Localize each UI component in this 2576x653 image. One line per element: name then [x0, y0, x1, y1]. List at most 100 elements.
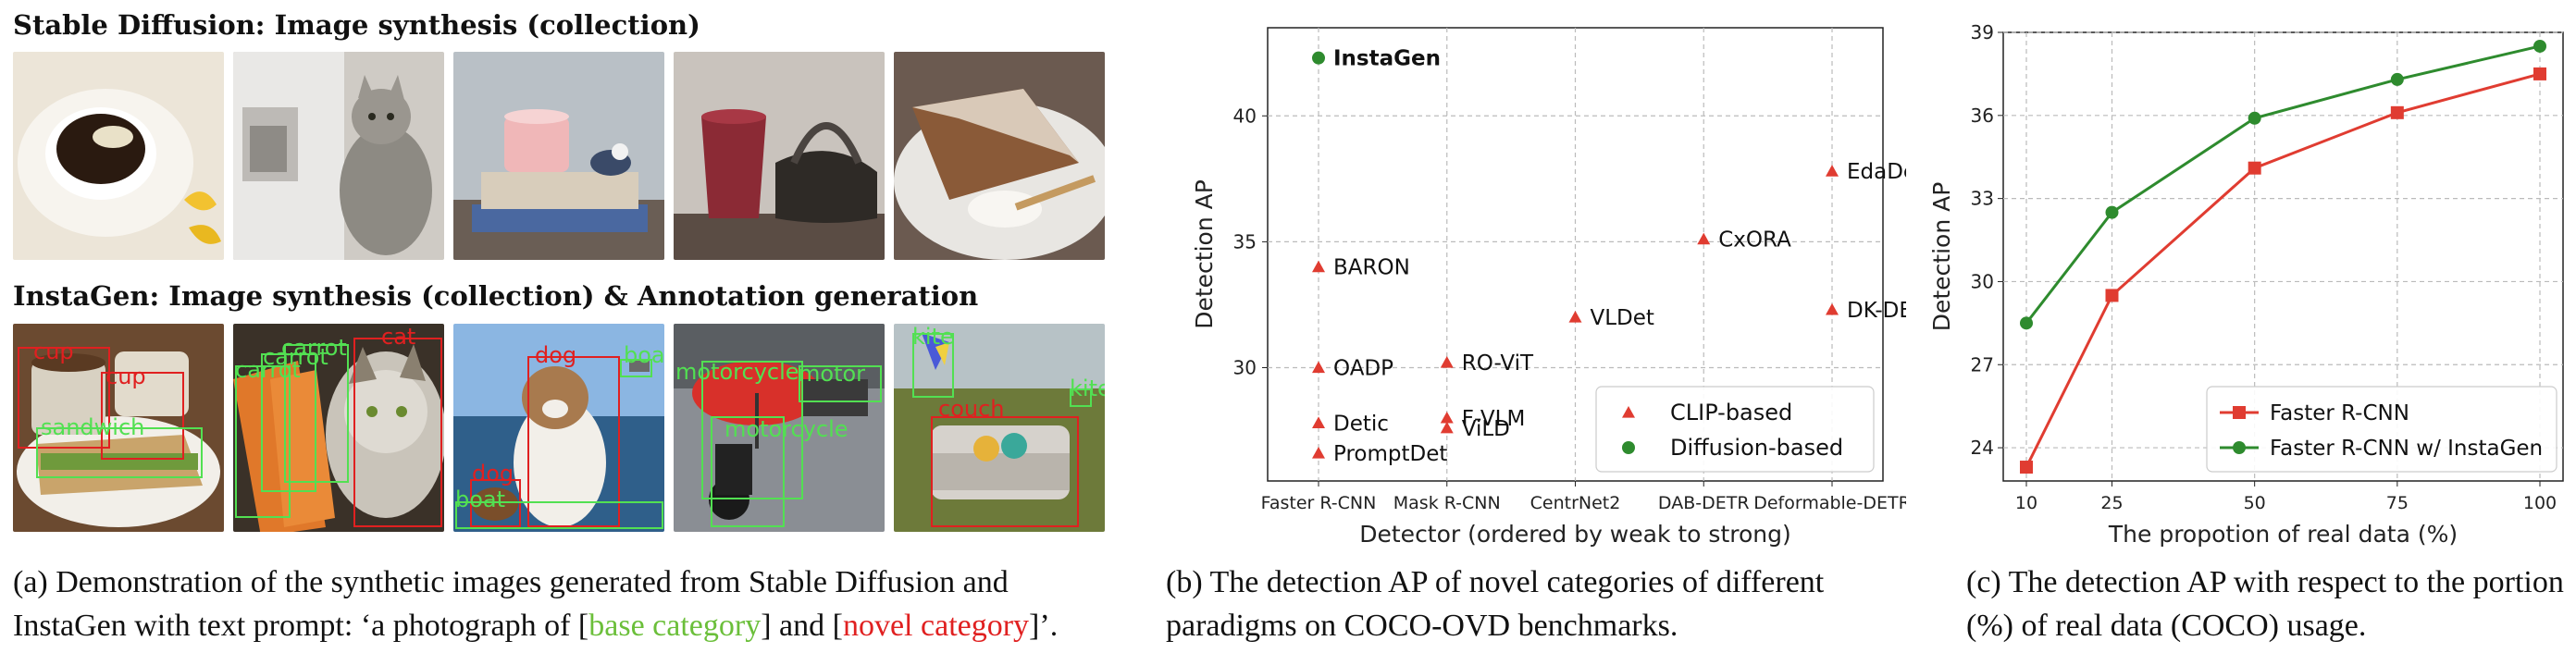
label-cat: cat	[381, 324, 416, 350]
x-tick-label: Deformable-DETR	[1753, 493, 1906, 513]
bbox-motorcycle-1	[701, 361, 803, 499]
y-tick-label: 39	[1971, 21, 1994, 43]
label-sandwich: sandwich	[41, 414, 145, 440]
data-point-label: InstaGen	[1333, 47, 1441, 71]
legend-marker	[1622, 406, 1635, 418]
data-point	[2020, 316, 2033, 330]
bbox-carrot-1	[235, 365, 291, 518]
label-kite-1: kite	[912, 324, 954, 350]
bbox-couch	[931, 416, 1079, 527]
y-tick-label: 35	[1233, 230, 1257, 253]
legend-marker	[1622, 441, 1635, 454]
data-point-label: OADP	[1333, 357, 1393, 381]
data-point-clip	[1697, 232, 1711, 245]
label-motorcycle-1: motorcycle	[675, 359, 799, 385]
bbox-motorcycle-2	[711, 416, 785, 527]
sd-image-cake-slice	[894, 52, 1105, 260]
data-point-clip	[1826, 302, 1839, 315]
sd-image-cup-handbag	[674, 52, 885, 260]
caption-a-pre: (a) Demonstration of the synthetic image…	[13, 565, 1009, 643]
bbox-sandwich	[36, 427, 203, 478]
bbox-cat	[353, 338, 442, 527]
sd-image-cake-bird	[453, 52, 664, 260]
label-cup-1: cup	[33, 339, 74, 364]
bbox-boat-1	[620, 359, 652, 377]
legend-marker	[2233, 406, 2246, 419]
data-point-label: Detic	[1333, 412, 1389, 436]
legend-label: CLIP-based	[1670, 400, 1792, 425]
instagen-image-cat-carrots: cat carrot carrot carrot	[233, 324, 444, 532]
bbox-carrot-2	[261, 353, 316, 492]
sd-image-cat-fridge	[233, 52, 444, 260]
label-carrot-1: carrot	[235, 357, 301, 383]
y-tick-label: 24	[1971, 437, 1994, 459]
data-point-label: CxORA	[1718, 228, 1791, 253]
data-point-clip	[1440, 411, 1454, 424]
data-point-clip	[1312, 260, 1325, 273]
y-axis-label: Detection AP	[1191, 179, 1218, 329]
x-tick-label: Faster R-CNN	[1261, 493, 1377, 513]
data-point-label: DK-DERT	[1847, 299, 1906, 323]
caption-a-novel-category: novel category	[842, 609, 1030, 643]
bbox-boat-2	[455, 501, 663, 529]
x-axis-label: The propotion of real data (%)	[2108, 521, 2458, 548]
y-tick-label: 36	[1971, 105, 1994, 127]
data-point-clip	[1440, 356, 1454, 368]
caption-a-post: ]’.	[1029, 609, 1059, 643]
label-carrot-2: carrot	[263, 344, 328, 370]
data-point-clip	[1568, 311, 1582, 323]
y-tick-label: 27	[1971, 353, 1994, 376]
data-point	[2105, 205, 2119, 219]
label-couch: couch	[938, 396, 1005, 422]
bbox-motor	[799, 365, 882, 402]
legend-box	[1595, 386, 1875, 473]
sd-image-coffee-cup	[13, 52, 224, 260]
row-title-instagen: InstaGen: Image synthesis (collection) &…	[13, 280, 979, 312]
label-boat-2: boat	[455, 487, 506, 512]
instagen-image-motorcycles: motorcycle motorcycle motor	[674, 324, 885, 532]
caption-c: (c) The detection AP with respect to the…	[1966, 565, 2564, 643]
bbox-dog-1	[527, 356, 620, 527]
label-dog-1: dog	[535, 342, 577, 368]
data-point-clip	[1826, 165, 1839, 177]
data-point	[2248, 161, 2261, 175]
data-point	[2248, 111, 2261, 125]
caption-a: (a) Demonstration of the synthetic image…	[13, 561, 1123, 647]
data-point-clip	[1312, 416, 1325, 428]
data-point	[2020, 461, 2033, 474]
y-tick-label: 30	[1971, 270, 1994, 292]
legend-box	[2206, 386, 2557, 473]
data-point	[2105, 289, 2119, 302]
legend-label: Faster R-CNN	[2270, 401, 2409, 425]
data-point-label: F-VLM	[1462, 407, 1526, 431]
x-tick-label: 100	[2523, 493, 2557, 513]
y-axis-label: Detection AP	[1928, 182, 1955, 332]
bbox-cup-2	[101, 372, 184, 460]
instagen-image-couch-kites: kite kite couch	[894, 324, 1105, 532]
x-tick-label: CentrNet2	[1530, 493, 1621, 513]
bbox-dog-2	[470, 479, 521, 527]
data-point	[2533, 67, 2546, 80]
caption-a-base-category: base category	[588, 609, 762, 643]
y-tick-label: 30	[1233, 357, 1257, 379]
panel-a: Stable Diffusion: Image synthesis (colle…	[0, 0, 1129, 653]
data-point-diffusion	[1312, 51, 1325, 65]
bbox-kite-2	[1070, 388, 1092, 407]
label-motorcycle-2: motorcycle	[724, 416, 848, 442]
instagen-image-dog-boat: dog boat dog boat	[453, 324, 664, 532]
x-tick-label: Mask R-CNN	[1393, 493, 1501, 513]
data-point	[2390, 105, 2404, 119]
x-axis-label: Detector (ordered by weak to strong)	[1359, 521, 1791, 548]
y-tick-label: 40	[1233, 105, 1257, 127]
bbox-carrot-3	[284, 344, 349, 483]
x-tick-label: 50	[2244, 493, 2266, 513]
caption-b: (b) The detection AP of novel categories…	[1166, 565, 1825, 643]
x-tick-label: 75	[2386, 493, 2409, 513]
label-kite-2: kite	[1070, 376, 1105, 401]
label-cup-2: cup	[105, 363, 146, 389]
row-title-stable-diffusion: Stable Diffusion: Image synthesis (colle…	[13, 9, 700, 41]
legend-label: Diffusion-based	[1670, 435, 1843, 461]
legend-marker	[2233, 441, 2246, 454]
chart-detection-ap-by-detector: Faster R-CNN Mask R-CNN CentrNet2 DAB-DETR D…	[1191, 27, 1906, 548]
data-point-clip	[1312, 361, 1325, 374]
